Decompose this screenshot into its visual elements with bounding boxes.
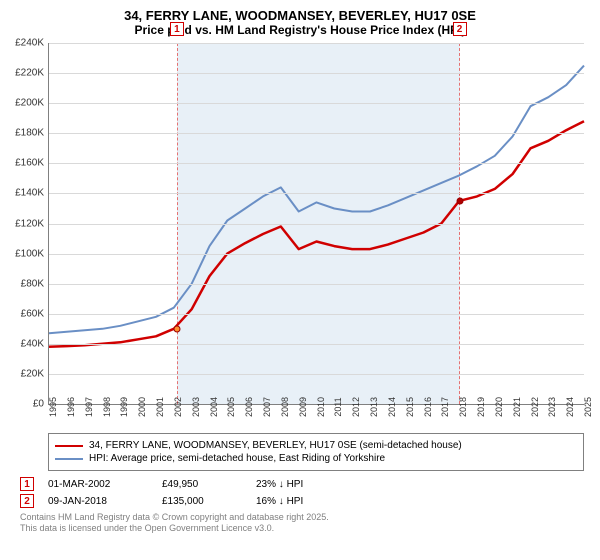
x-tick-label: 2005 — [226, 397, 236, 417]
sale-hpi-diff: 23% ↓ HPI — [256, 479, 356, 490]
sale-marker: 1 — [20, 477, 34, 491]
footer-attribution: Contains HM Land Registry data © Crown c… — [20, 512, 584, 535]
sale-marker: 2 — [20, 494, 34, 508]
y-tick-label: £80K — [21, 278, 44, 289]
x-tick-label: 2023 — [547, 397, 557, 417]
x-tick-label: 1995 — [48, 397, 58, 417]
y-tick-label: £40K — [21, 338, 44, 349]
x-tick-label: 1996 — [66, 397, 76, 417]
legend: 34, FERRY LANE, WOODMANSEY, BEVERLEY, HU… — [48, 433, 584, 471]
title-block: 34, FERRY LANE, WOODMANSEY, BEVERLEY, HU… — [10, 8, 590, 37]
y-tick-label: £100K — [15, 248, 44, 259]
gridline-h — [49, 254, 584, 255]
gridline-h — [49, 103, 584, 104]
gridline-h — [49, 374, 584, 375]
x-tick-label: 2017 — [440, 397, 450, 417]
y-axis-labels: £0£20K£40K£60K£80K£100K£120K£140K£160K£1… — [10, 43, 46, 405]
y-tick-label: £180K — [15, 128, 44, 139]
footer-line2: This data is licensed under the Open Gov… — [20, 523, 584, 534]
y-tick-label: £200K — [15, 98, 44, 109]
marker-box-1: 1 — [170, 22, 184, 36]
footer-line1: Contains HM Land Registry data © Crown c… — [20, 512, 584, 523]
y-tick-label: £120K — [15, 218, 44, 229]
x-tick-label: 2013 — [369, 397, 379, 417]
sale-hpi-diff: 16% ↓ HPI — [256, 496, 356, 507]
gridline-h — [49, 133, 584, 134]
x-tick-label: 2003 — [191, 397, 201, 417]
chart-area: £0£20K£40K£60K£80K£100K£120K£140K£160K£1… — [48, 43, 584, 423]
x-tick-label: 2007 — [262, 397, 272, 417]
sale-row: 2 09-JAN-2018 £135,000 16% ↓ HPI — [20, 494, 584, 508]
title-address: 34, FERRY LANE, WOODMANSEY, BEVERLEY, HU… — [10, 8, 590, 23]
x-tick-label: 2015 — [405, 397, 415, 417]
sale-price: £135,000 — [162, 496, 242, 507]
gridline-h — [49, 193, 584, 194]
y-tick-label: £240K — [15, 38, 44, 49]
x-tick-label: 2020 — [494, 397, 504, 417]
y-tick-label: £60K — [21, 308, 44, 319]
x-tick-label: 2006 — [244, 397, 254, 417]
marker-dot-1 — [173, 325, 180, 332]
marker-box-2: 2 — [453, 22, 467, 36]
y-tick-label: £220K — [15, 68, 44, 79]
x-tick-label: 2009 — [298, 397, 308, 417]
x-tick-label: 2011 — [333, 397, 343, 416]
legend-swatch — [55, 458, 83, 460]
x-tick-label: 2025 — [583, 397, 593, 417]
x-axis-labels: 1995199619971998199920002001200220032004… — [48, 405, 584, 423]
legend-label: HPI: Average price, semi-detached house,… — [89, 453, 385, 464]
gridline-h — [49, 344, 584, 345]
x-tick-label: 2019 — [476, 397, 486, 417]
x-tick-label: 2000 — [137, 397, 147, 417]
x-tick-label: 1997 — [84, 397, 94, 417]
x-tick-label: 2022 — [530, 397, 540, 417]
x-tick-label: 2014 — [387, 397, 397, 417]
sale-date: 09-JAN-2018 — [48, 496, 148, 507]
gridline-h — [49, 163, 584, 164]
x-tick-label: 1999 — [119, 397, 129, 417]
x-tick-label: 2002 — [173, 397, 183, 417]
gridline-h — [49, 43, 584, 44]
sale-row: 1 01-MAR-2002 £49,950 23% ↓ HPI — [20, 477, 584, 491]
x-tick-label: 1998 — [102, 397, 112, 417]
y-tick-label: £20K — [21, 368, 44, 379]
x-tick-label: 2018 — [458, 397, 468, 417]
x-tick-label: 2004 — [209, 397, 219, 417]
x-tick-label: 2010 — [316, 397, 326, 417]
y-tick-label: £140K — [15, 188, 44, 199]
y-tick-label: £160K — [15, 158, 44, 169]
title-subtitle: Price paid vs. HM Land Registry's House … — [10, 23, 590, 37]
series-hpi — [49, 66, 584, 334]
x-tick-label: 2021 — [512, 397, 522, 417]
sale-date: 01-MAR-2002 — [48, 479, 148, 490]
x-tick-label: 2012 — [351, 397, 361, 417]
legend-swatch — [55, 445, 83, 447]
gridline-h — [49, 284, 584, 285]
chart-container: 34, FERRY LANE, WOODMANSEY, BEVERLEY, HU… — [0, 0, 600, 560]
legend-row: HPI: Average price, semi-detached house,… — [55, 453, 577, 464]
marker-dot-2 — [456, 197, 463, 204]
y-tick-label: £0 — [33, 399, 44, 410]
gridline-h — [49, 314, 584, 315]
sale-price: £49,950 — [162, 479, 242, 490]
legend-row: 34, FERRY LANE, WOODMANSEY, BEVERLEY, HU… — [55, 440, 577, 451]
x-tick-label: 2016 — [423, 397, 433, 417]
gridline-h — [49, 73, 584, 74]
plot-area: 12 — [48, 43, 584, 405]
sales-table: 1 01-MAR-2002 £49,950 23% ↓ HPI 2 09-JAN-2018… — [20, 477, 584, 508]
legend-label: 34, FERRY LANE, WOODMANSEY, BEVERLEY, HU… — [89, 440, 462, 451]
x-tick-label: 2008 — [280, 397, 290, 417]
x-tick-label: 2024 — [565, 397, 575, 417]
x-tick-label: 2001 — [155, 397, 165, 417]
gridline-h — [49, 224, 584, 225]
